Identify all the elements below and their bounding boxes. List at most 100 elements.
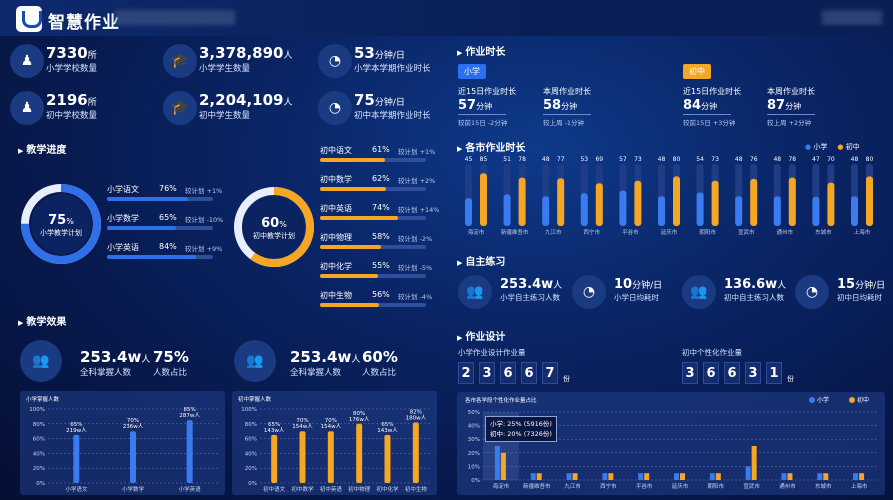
counter-digit: 6 (500, 362, 516, 384)
city-bar-value: 53 (580, 156, 588, 163)
ratio-bar-primary (566, 473, 572, 480)
stat-block: 2196所 初中学校数量 (46, 91, 97, 121)
chart-title: 小学掌握人数 (26, 395, 60, 403)
stat-value-line: 2,204,109人 (199, 91, 292, 109)
city-bar-primary (812, 196, 820, 226)
city-label: 东城市 (815, 228, 832, 236)
city-bar-value: 54 (696, 156, 704, 163)
counter-digit: 3 (682, 362, 698, 384)
x-tick-label: 小学英语 (179, 485, 202, 493)
subject-progress-fill (107, 255, 197, 259)
subject-name: 初中化学 (320, 262, 352, 271)
stat-value-line: 2196所 (46, 91, 97, 109)
stat-label: 初中学生数量 (199, 111, 251, 121)
subject-progress-track (107, 226, 213, 230)
primary-mastery-chart: 小学掌握人数0%20%40%60%80%100%65%219w人小学语文70%2… (26, 395, 218, 493)
duration-card-value: 57 (458, 98, 477, 113)
city-label: 宣武市 (738, 228, 755, 236)
ratio-bar-middle (644, 473, 650, 480)
city-bar-middle (711, 180, 719, 226)
stat-value-line: 3,378,890人 (199, 44, 292, 62)
stat-unit: 所 (87, 98, 97, 108)
x-tick-label: 平谷市 (636, 482, 653, 490)
subject-pct: 56% (372, 290, 390, 299)
y-tick-label: 80% (245, 422, 257, 428)
city-bar-value: 47 (812, 156, 820, 163)
bar-pct-label: 80% (353, 411, 365, 417)
mastery-bar (186, 420, 193, 483)
y-tick-label: 100% (29, 407, 45, 413)
x-tick-label: 西宁市 (600, 482, 617, 490)
duration-card-label: 本周作业时长 (543, 87, 591, 96)
stat-value: 3,378,890 (199, 44, 284, 62)
ratio-bar-middle (536, 473, 542, 480)
city-bar-primary (851, 196, 858, 226)
middle-effect-count-unit: 人 (351, 355, 361, 365)
middle-effect-count: 253.4w人 全科掌握人数 (290, 348, 360, 378)
stat-value: 75 (354, 91, 375, 109)
city-bar-primary (542, 196, 550, 226)
y-tick-label: 60% (33, 437, 45, 443)
stat-unit: 所 (87, 51, 97, 61)
primary-effect-count: 253.4w人 全科掌握人数 (80, 348, 150, 378)
users-icon: 👥 (458, 275, 492, 309)
primary-effect-ratio: 75% 人数占比 (153, 348, 189, 378)
tooltip-line-2: 初中: 20% (7326份) (490, 430, 552, 438)
bar-pct-label: 65% (381, 422, 393, 428)
section-title-city: 各市作业时长 (457, 139, 525, 154)
section-title-duration: 作业时长 (457, 43, 505, 58)
x-tick-label: 初中生物 (405, 485, 428, 493)
subject-name: 初中语文 (320, 146, 352, 155)
middle-effect-ratio: 60% 人数占比 (362, 348, 398, 378)
y-tick-label: 40% (245, 451, 257, 457)
ratio-bar-middle (572, 473, 578, 480)
stat-block: 3,378,890人小学学生数量 (199, 44, 292, 74)
duration-card-compare: 较上周 -1分钟 (543, 119, 585, 127)
bar-data-label: 180w人 (406, 414, 427, 421)
subject-progress-fill (320, 303, 380, 307)
clock-icon: ◔ (795, 275, 829, 309)
primary-plan-donut (21, 184, 101, 264)
duration-card-compare: 较前15日 +3分钟 (683, 119, 736, 127)
city-bar-primary (773, 196, 781, 226)
chart-title: 初中掌握人数 (238, 395, 272, 403)
ratio-bar-primary (602, 473, 608, 480)
city-label: 上海市 (854, 228, 871, 236)
primary-plan-pct: 75 (48, 213, 67, 228)
clock-icon: ◔ (318, 91, 352, 125)
city-bar-value: 48 (658, 156, 666, 163)
stat-unit: 分钟/日 (374, 98, 405, 108)
duration-card-value-line: 87分钟 (767, 98, 801, 113)
legend-label: 初中 (857, 396, 869, 404)
tag-middle: 初中 (683, 64, 711, 79)
section-title-effect: 教学效果 (18, 313, 66, 328)
subject-pct: 74% (372, 203, 390, 212)
duration-card-value: 84 (683, 98, 702, 113)
duration-card-compare: 较前15日 -2分钟 (458, 119, 508, 127)
city-bar-value: 85 (480, 156, 488, 163)
ratio-bar-primary (817, 473, 823, 480)
bar-pct-label: 85% (184, 407, 196, 413)
primary-effect-count-unit: 人 (141, 355, 151, 365)
middle-design-label: 初中个性化作业量 (682, 348, 742, 357)
y-tick-label: 0% (248, 481, 257, 487)
practice-label: 小学日均耗时 (614, 293, 659, 302)
subject-progress-track (320, 187, 426, 191)
subject-name: 初中物理 (320, 233, 352, 242)
city-bar-middle (750, 178, 758, 226)
bar-data-label: 143w人 (377, 427, 398, 434)
subject-pct: 55% (372, 261, 390, 270)
practice-icon-glyph: ◔ (582, 284, 596, 300)
stat-label: 小学学生数量 (199, 64, 251, 74)
city-bar-value: 78 (518, 156, 526, 163)
city-duration-chart: 45 85 海淀市 51 78 新疆维吾市 48 77 九江市 53 69 西宁市 57 73 平谷市 48 8… (465, 156, 874, 236)
ratio-bar-primary (745, 466, 751, 480)
subject-pct: 65% (159, 213, 177, 222)
stat-label: 小学学校数量 (46, 64, 98, 74)
x-tick-label: 海淀市 (493, 482, 510, 490)
stat-value-line: 7330所 (46, 44, 97, 62)
city-bar-value: 48 (542, 156, 550, 163)
ratio-bar-middle (608, 473, 614, 480)
primary-effect-count-value: 253.4w (80, 348, 142, 366)
stat-value: 7330 (46, 44, 88, 62)
